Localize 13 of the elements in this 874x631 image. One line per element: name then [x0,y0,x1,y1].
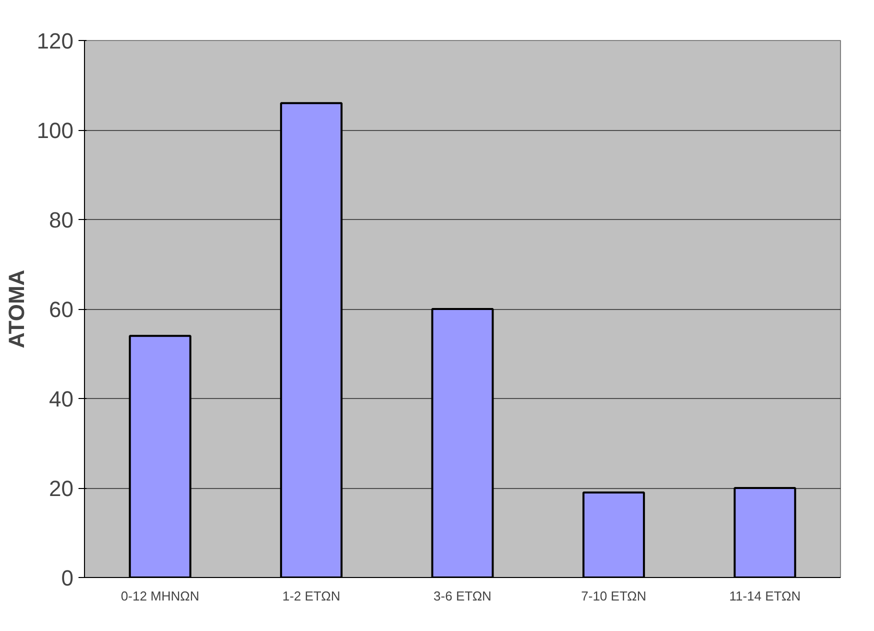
y-axis-title: ΑΤΟΜΑ [4,270,29,348]
y-tick-label: 60 [49,297,74,322]
x-tick-label: 7-10 ΕΤΩΝ [581,588,646,604]
y-tick-label: 80 [49,208,74,232]
y-tick-label: 40 [49,386,74,412]
y-tick-label: 0 [61,566,74,590]
y-tick-label: 20 [49,476,74,501]
x-tick-label: 0-12 ΜΗΝΩΝ [120,588,200,604]
y-tick-label: 100 [36,118,74,143]
x-tick-label: 11-14 ΕΤΩΝ [729,588,801,604]
x-tick-label: 1-2 ΕΤΩΝ [282,588,340,604]
y-tick-label: 120 [36,28,74,54]
x-tick-label: 3-6 ΕΤΩΝ [434,588,492,604]
